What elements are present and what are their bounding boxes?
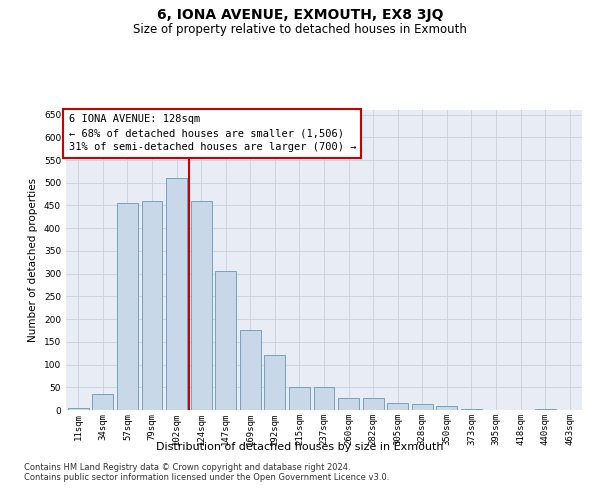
Bar (412, 404, 433, 410)
Text: Size of property relative to detached houses in Exmouth: Size of property relative to detached ho… (133, 22, 467, 36)
Bar (338, 398, 359, 410)
Bar (387, 403, 408, 410)
Text: Contains HM Land Registry data © Crown copyright and database right 2024.: Contains HM Land Registry data © Crown c… (24, 464, 350, 472)
Bar (68, 408, 89, 410)
Bar (166, 178, 187, 410)
Bar (289, 388, 310, 410)
Bar (265, 356, 286, 410)
Bar (436, 406, 457, 410)
Bar (142, 201, 163, 410)
Text: Distribution of detached houses by size in Exmouth: Distribution of detached houses by size … (156, 442, 444, 452)
Bar (215, 272, 236, 410)
Bar (461, 408, 482, 410)
Bar (240, 330, 261, 410)
Text: Contains public sector information licensed under the Open Government Licence v3: Contains public sector information licen… (24, 474, 389, 482)
Bar (191, 201, 212, 410)
Y-axis label: Number of detached properties: Number of detached properties (28, 178, 38, 342)
Bar (535, 408, 556, 410)
Bar (362, 398, 383, 410)
Bar (92, 394, 113, 410)
Bar (314, 388, 334, 410)
Text: 6, IONA AVENUE, EXMOUTH, EX8 3JQ: 6, IONA AVENUE, EXMOUTH, EX8 3JQ (157, 8, 443, 22)
Bar (117, 203, 138, 410)
Text: 6 IONA AVENUE: 128sqm
← 68% of detached houses are smaller (1,506)
31% of semi-d: 6 IONA AVENUE: 128sqm ← 68% of detached … (68, 114, 356, 152)
